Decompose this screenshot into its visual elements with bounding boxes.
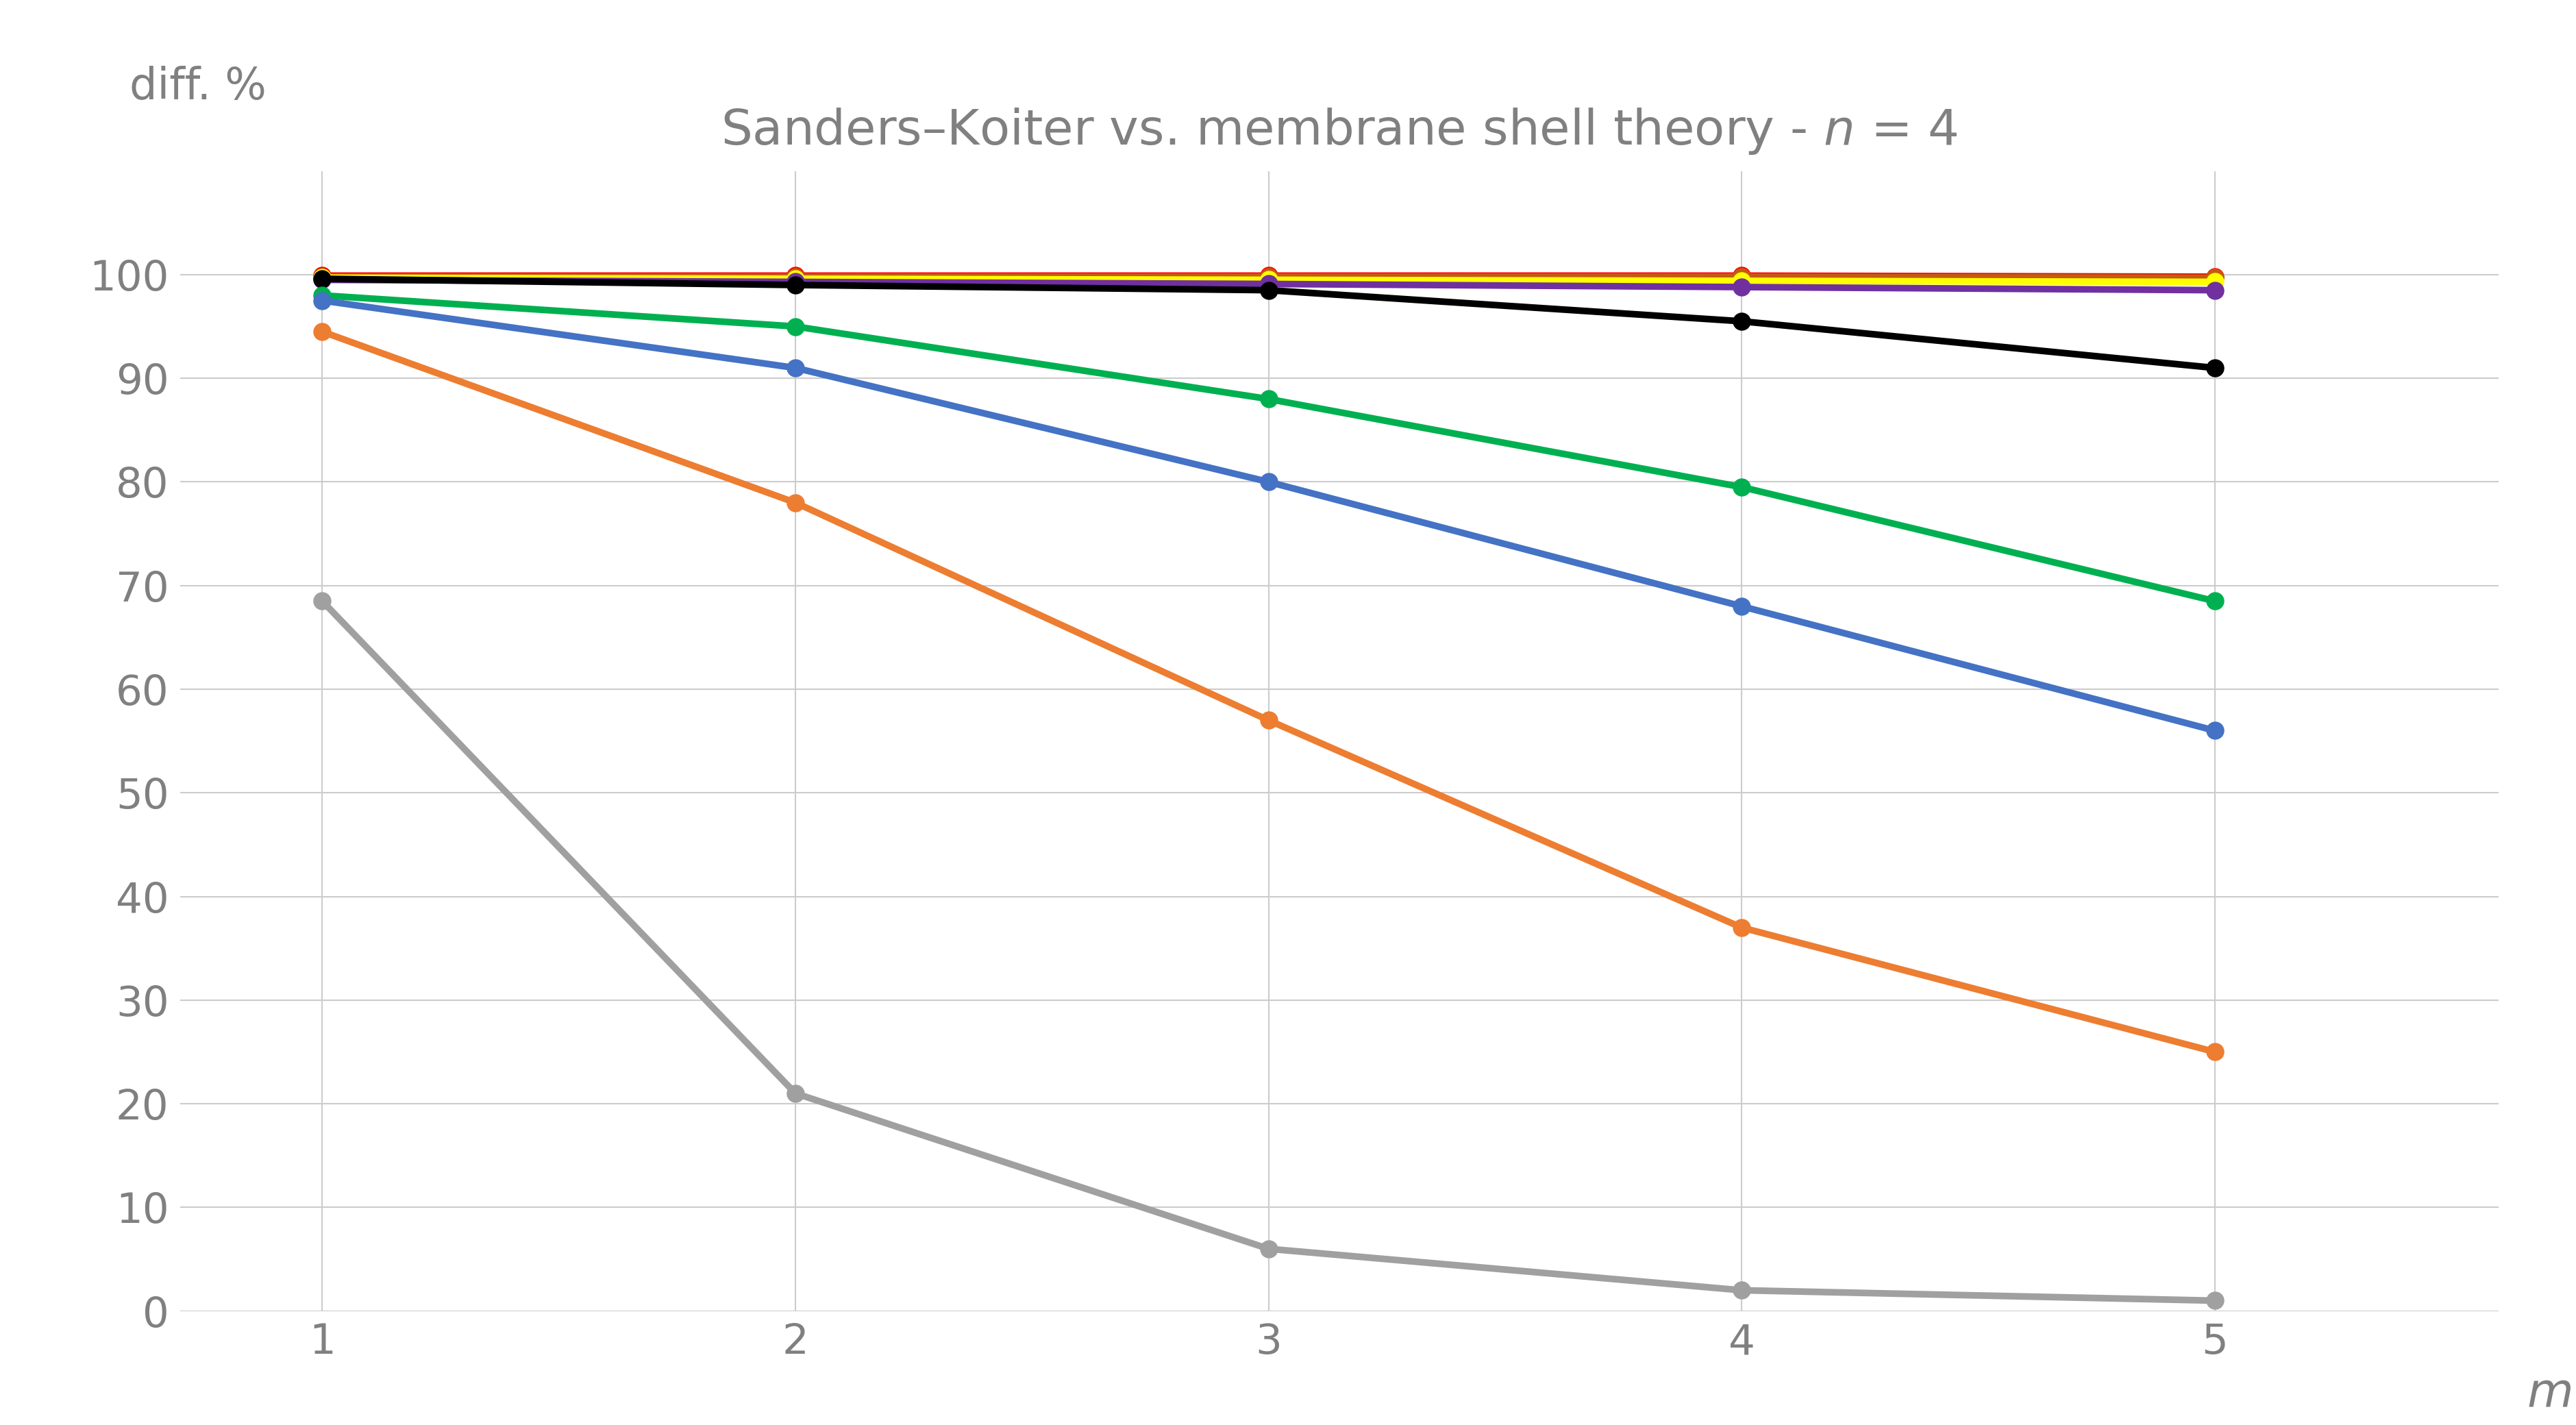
Text: diff. %: diff. %: [129, 66, 265, 108]
Text: $m$: $m$: [2527, 1371, 2571, 1416]
Title: Sanders–Koiter vs. membrane shell theory - $n$ = 4: Sanders–Koiter vs. membrane shell theory…: [721, 105, 1958, 155]
